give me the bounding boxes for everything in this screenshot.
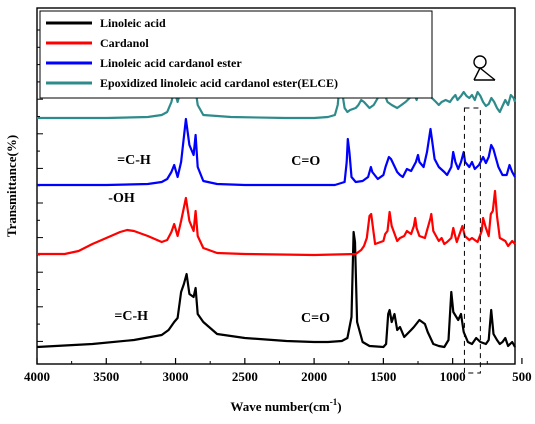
x-axis-label-superscript: -1 — [330, 397, 338, 407]
peak-annotation: C=O — [301, 311, 330, 326]
annotation-group: =C-H C=O -OH =C-H C=O — [108, 153, 330, 326]
x-tick-label: 3000 — [163, 369, 189, 384]
x-tick-label: 1000 — [440, 369, 466, 384]
legend: Linoleic acid Cardanol Linoleic acid carda… — [39, 10, 433, 99]
series-group — [36, 68, 517, 349]
peak-annotation: =C-H — [117, 153, 151, 168]
peak-annotation: -OH — [108, 191, 135, 206]
epoxy-group-icon — [473, 55, 496, 81]
epoxy-region-box — [463, 107, 481, 374]
legend-label-3: Epoxidized linoleic acid cardanol ester(… — [100, 76, 338, 90]
x-tick-label: 2500 — [232, 369, 258, 384]
x-axis-ticks: 4000 3500 3000 2500 2000 1500 1000 500 — [24, 358, 532, 384]
peak-annotation: C=O — [291, 154, 320, 169]
legend-box — [39, 10, 433, 99]
x-tick-label: 2000 — [301, 369, 327, 384]
x-tick-label: 500 — [512, 369, 532, 384]
peak-annotation: =C-H — [114, 309, 148, 324]
series-line-0 — [36, 230, 516, 349]
legend-label-1: Cardanol — [100, 36, 149, 50]
legend-label-0: Linoleic acid — [100, 16, 166, 30]
x-tick-label: 3500 — [93, 369, 119, 384]
x-tick-label: 4000 — [24, 369, 50, 384]
x-tick-label: 1500 — [370, 369, 396, 384]
series-line-2 — [37, 117, 516, 187]
legend-label-2: Linoleic acid cardanol ester — [100, 56, 242, 70]
y-axis-label: Transmittance(%) — [4, 135, 19, 237]
x-axis-label: Wave number(cm-1) — [230, 397, 341, 414]
series-line-1 — [37, 189, 516, 257]
